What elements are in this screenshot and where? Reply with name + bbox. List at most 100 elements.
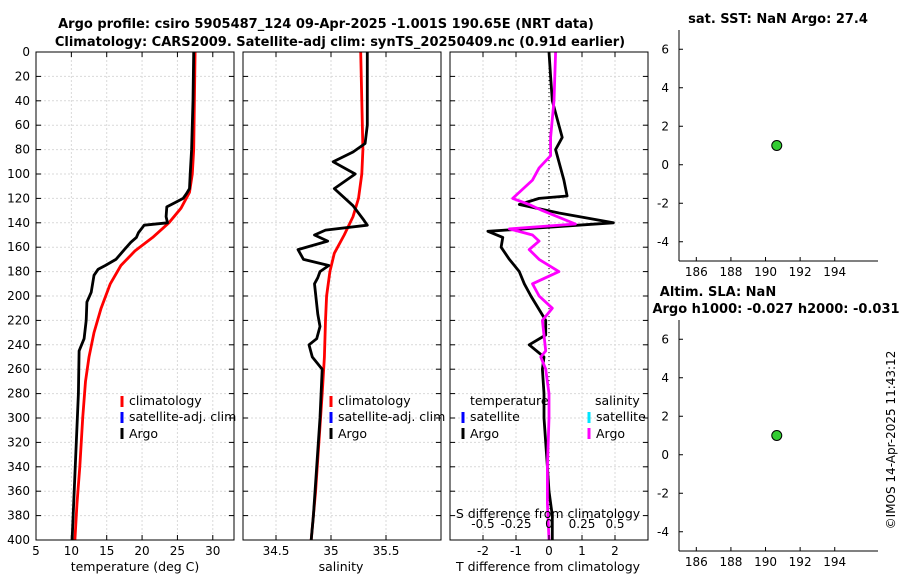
y-tick-label: 320 [7, 435, 30, 449]
y-tick-label: 360 [7, 484, 30, 498]
x-tick-label: 192 [789, 555, 812, 569]
y-tick-label: 120 [7, 191, 30, 205]
y-tick-label: 4 [661, 371, 669, 385]
x-tick-label: 188 [719, 555, 742, 569]
legend-temperature-heading: temperature [470, 393, 549, 408]
salinity-xlabel: salinity [319, 559, 364, 574]
difference-legend: temperature satellite Argo salinity sate… [461, 393, 646, 441]
y-tick-label: -2 [657, 486, 669, 500]
series-climatology [73, 51, 197, 541]
s-tick-label: -0.25 [500, 517, 531, 531]
sst-panel-title: sat. SST: NaN Argo: 27.4 [688, 12, 868, 27]
x-tick-label: -2 [477, 544, 489, 558]
y-tick-label: 300 [7, 411, 30, 425]
x-tick-label: 190 [754, 265, 777, 279]
sla-panel-title-line2: Argo h1000: -0.027 h2000: -0.031 [652, 302, 899, 317]
x-tick-label: 1 [578, 544, 586, 558]
series-argo [70, 51, 196, 541]
salinity-legend: climatology satellite-adj. clim Argo [329, 393, 445, 441]
y-tick-label: 260 [7, 362, 30, 376]
difference-top-label: S difference from climatology [456, 506, 641, 521]
legend-climatology-label: climatology [129, 393, 202, 408]
y-tick-label: 380 [7, 509, 30, 523]
legend-argo-label: Argo [129, 426, 158, 441]
x-tick-label: 186 [685, 265, 708, 279]
y-tick-label: 280 [7, 387, 30, 401]
x-tick-label: 194 [823, 555, 846, 569]
legend-satellite-label: satellite-adj. clim [129, 409, 236, 424]
x-tick-label: 25 [170, 544, 185, 558]
legend-climatology-label: climatology [338, 393, 411, 408]
y-tick-label: 2 [661, 119, 669, 133]
argo-point-marker [771, 430, 783, 441]
x-tick-label: 2 [611, 544, 619, 558]
s-tick-label: 0 [545, 517, 553, 531]
x-tick-label: 15 [99, 544, 114, 558]
x-tick-label: 194 [823, 265, 846, 279]
x-tick-label: 186 [685, 555, 708, 569]
y-tick-label: 2 [661, 409, 669, 423]
legend-sal-argo-label: Argo [596, 426, 625, 441]
y-tick-label: 80 [15, 143, 30, 157]
y-tick-label: 6 [661, 42, 669, 56]
x-tick-label: 188 [719, 265, 742, 279]
argo-point-marker [771, 140, 783, 151]
legend-argo-label: Argo [338, 426, 367, 441]
main-title-line1: Argo profile: csiro 5905487_124 09-Apr-2… [58, 17, 594, 32]
y-tick-label: 100 [7, 167, 30, 181]
y-tick-label: 20 [15, 69, 30, 83]
y-tick-label: 240 [7, 338, 30, 352]
y-tick-label: 4 [661, 81, 669, 95]
y-tick-label: 200 [7, 289, 30, 303]
legend-temp-argo-label: Argo [470, 426, 499, 441]
y-tick-label: 6 [661, 332, 669, 346]
sla-panel: -4 -2 0 2 4 6 186 188 190 192 194 [657, 320, 878, 569]
difference-xlabel: T difference from climatology [455, 559, 641, 574]
x-tick-label: 5 [32, 544, 40, 558]
salinity-panel: 34.5 35 35.5 [242, 51, 442, 558]
x-tick-label: -1 [510, 544, 522, 558]
y-tick-label: 340 [7, 460, 30, 474]
difference-panel: -2 -1 0 1 2 -0.5 -0.25 0 0.25 0.5 [449, 51, 649, 558]
temperature-xlabel: temperature (deg C) [71, 559, 200, 574]
legend-temp-satellite-label: satellite [470, 409, 520, 424]
x-tick-label: 35 [323, 544, 338, 558]
y-tick-label: 180 [7, 265, 30, 279]
y-tick-label: 160 [7, 240, 30, 254]
temperature-panel: 5 10 15 20 25 3002040608010012014016018020022… [7, 45, 235, 558]
imos-timestamp: ©IMOS 14-Apr-2025 11:43:12 [884, 351, 898, 530]
x-tick-label: 192 [789, 265, 812, 279]
x-tick-label: 20 [134, 544, 149, 558]
series-argo [296, 52, 369, 541]
x-tick-label: 190 [754, 555, 777, 569]
main-title-line2: Climatology: CARS2009. Satellite-adj cli… [55, 35, 625, 50]
x-tick-label: 10 [64, 544, 79, 558]
y-tick-label: 0 [661, 448, 669, 462]
x-tick-label: 35.5 [373, 544, 400, 558]
y-tick-label: -2 [657, 196, 669, 210]
s-tick-label: -0.5 [471, 517, 494, 531]
legend-salinity-heading: salinity [595, 393, 640, 408]
series-temperature-argo [486, 51, 615, 540]
y-tick-label: -4 [657, 525, 669, 539]
s-tick-label: 0.25 [569, 517, 596, 531]
y-tick-label: 0 [661, 158, 669, 172]
y-tick-label: 40 [15, 94, 30, 108]
s-tick-label: 0.5 [605, 517, 624, 531]
x-tick-label: 0 [545, 544, 553, 558]
x-tick-label: 34.5 [263, 544, 290, 558]
y-tick-label: -4 [657, 235, 669, 249]
y-tick-label: 60 [15, 118, 30, 132]
y-tick-label: 220 [7, 313, 30, 327]
x-tick-label: 30 [205, 544, 220, 558]
y-tick-label: 400 [7, 533, 30, 547]
temperature-legend: climatology satellite-adj. clim Argo [120, 393, 236, 441]
series-salinity-argo [508, 51, 577, 541]
y-tick-label: 0 [22, 45, 30, 59]
legend-satellite-label: satellite-adj. clim [338, 409, 445, 424]
sla-panel-title-line1: Altim. SLA: NaN [660, 285, 776, 300]
y-tick-label: 140 [7, 216, 30, 230]
sst-panel: -4 -2 0 2 4 6 186 188 190 192 194 [657, 30, 878, 279]
legend-sal-satellite-label: satellite [596, 409, 646, 424]
